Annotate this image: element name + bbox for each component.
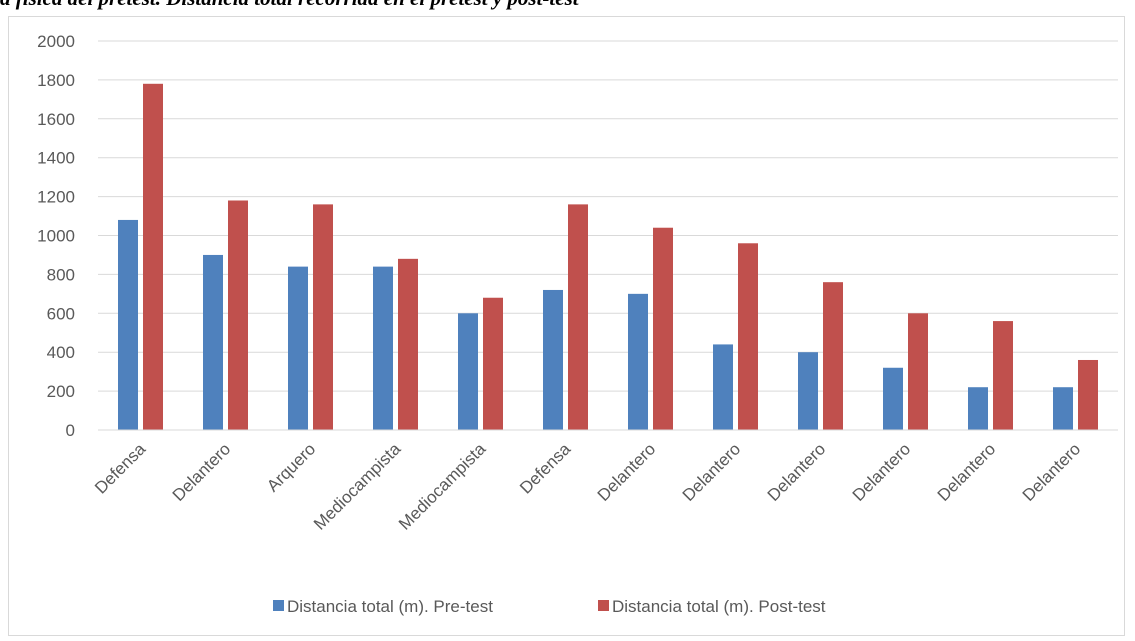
bar-post-test	[143, 83, 163, 430]
bar-post-test	[313, 204, 333, 430]
chart-frame	[8, 16, 1125, 636]
y-tick-label: 600	[47, 304, 75, 323]
y-tick-label: 1200	[37, 188, 75, 207]
bar-pre-test	[713, 344, 733, 430]
y-tick-label: 1800	[37, 71, 75, 90]
x-tick-label: Defensa	[516, 439, 575, 498]
y-tick-label: 1600	[37, 110, 75, 129]
x-tick-label: Delantero	[1019, 439, 1085, 505]
legend-label-pre-test: Distancia total (m). Pre-test	[287, 597, 493, 616]
bar-post-test	[228, 200, 248, 430]
x-tick-label: Mediocampista	[310, 439, 405, 534]
bar-pre-test	[883, 367, 903, 430]
y-axis-ticks: 0 200 400 600 800 1000 1200 1400 1600 1800 2000	[37, 32, 75, 440]
legend-swatch-post-test	[598, 600, 609, 611]
bar-post-test	[738, 243, 758, 430]
bar-post-test	[653, 227, 673, 430]
bar-pre-test	[288, 266, 308, 430]
y-tick-label: 1000	[37, 227, 75, 246]
y-tick-label: 0	[66, 421, 75, 440]
y-tick-label: 1400	[37, 149, 75, 168]
x-tick-label: Defensa	[91, 439, 150, 498]
bar-post-test	[908, 313, 928, 430]
bar-pre-test	[543, 289, 563, 430]
gridlines	[98, 40, 1118, 392]
figure-caption: a fisica del pretest. Distancia total re…	[0, 0, 1135, 10]
bar-post-test	[483, 297, 503, 430]
x-tick-label: Mediocampista	[395, 439, 490, 534]
legend-swatch-pre-test	[273, 600, 284, 611]
bar-pre-test	[968, 387, 988, 430]
x-tick-label: Delantero	[679, 439, 745, 505]
bar-pre-test	[118, 219, 138, 430]
bar-pre-test	[798, 352, 818, 430]
bar-pre-test	[1053, 387, 1073, 430]
bar-pre-test	[458, 313, 478, 430]
bar-post-test	[993, 321, 1013, 430]
x-tick-label: Delantero	[849, 439, 915, 505]
bar-pre-test	[628, 293, 648, 430]
bar-pre-test	[203, 254, 223, 430]
bars	[118, 83, 1098, 430]
y-tick-label: 2000	[37, 32, 75, 51]
x-axis-ticks: Defensa Delantero ArqueroMediocampistaMedi…	[91, 439, 1084, 534]
legend: Distancia total (m). Pre-test Distancia t…	[273, 597, 826, 616]
x-tick-label: Delantero	[934, 439, 1000, 505]
x-tick-label: Arquero	[263, 439, 319, 495]
x-tick-label: Delantero	[169, 439, 235, 505]
legend-label-post-test: Distancia total (m). Post-test	[612, 597, 826, 616]
bar-pre-test	[373, 266, 393, 430]
bar-post-test	[1078, 359, 1098, 430]
x-tick-label: Delantero	[594, 439, 660, 505]
y-tick-label: 400	[47, 343, 75, 362]
y-tick-label: 800	[47, 265, 75, 284]
bar-post-test	[568, 204, 588, 430]
y-tick-label: 200	[47, 382, 75, 401]
bar-post-test	[398, 258, 418, 430]
x-tick-label: Delantero	[764, 439, 830, 505]
bar-post-test	[823, 282, 843, 430]
